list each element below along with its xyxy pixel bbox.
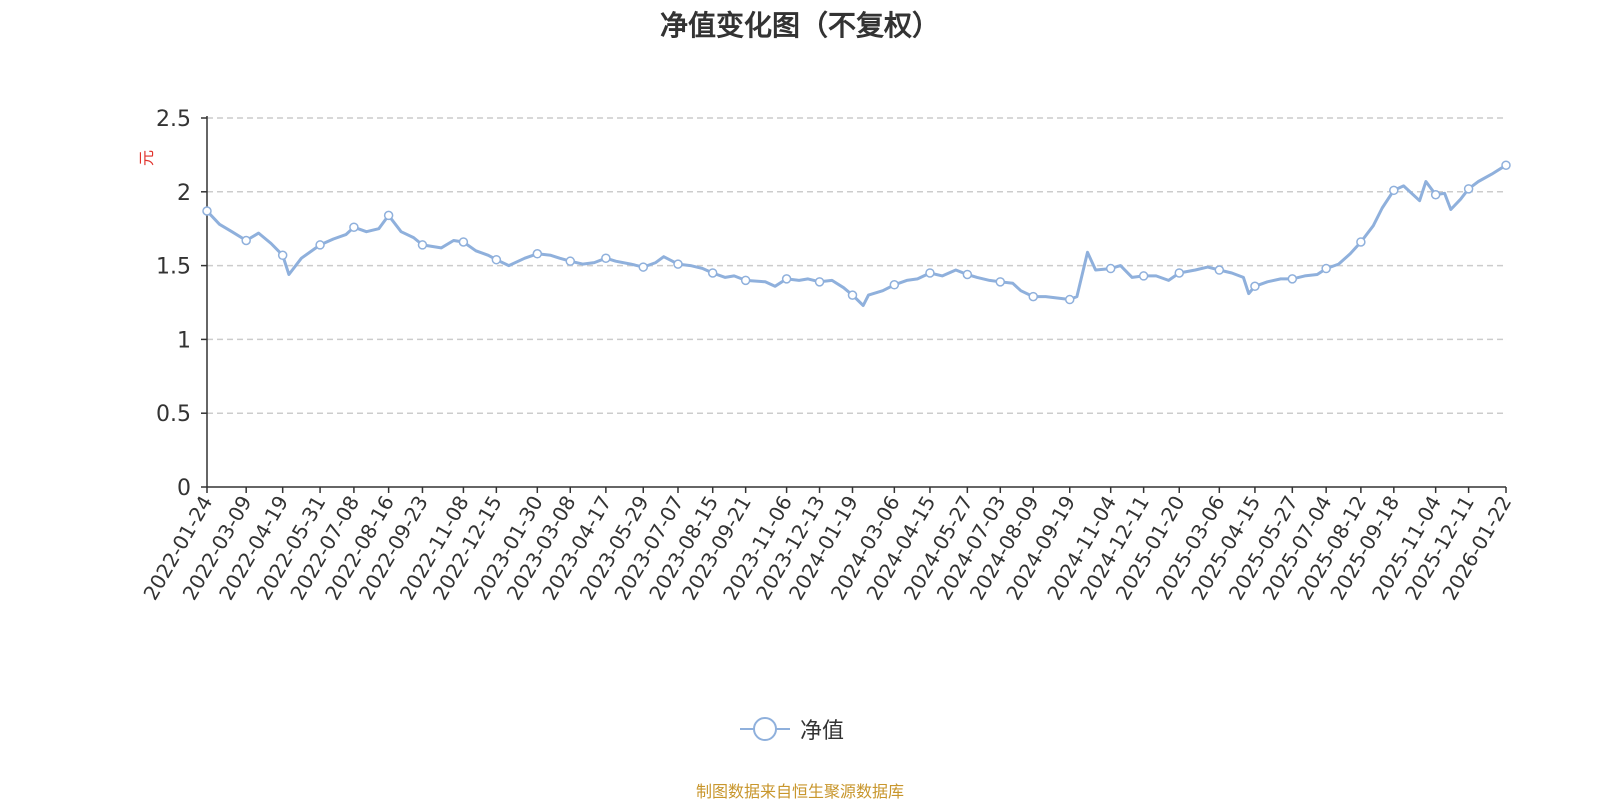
y-tick-label: 1 — [177, 328, 191, 353]
axes: 00.511.522.52022-01-242022-03-092022-04-… — [138, 107, 1516, 604]
data-point — [349, 222, 359, 232]
data-point — [1287, 274, 1298, 284]
y-tick-label: 2.5 — [156, 107, 191, 132]
data-point — [814, 277, 825, 287]
data-point — [1174, 268, 1184, 278]
data-point — [1028, 291, 1038, 302]
legend-label: 净值 — [800, 719, 845, 744]
data-point — [1501, 160, 1511, 170]
data-point — [1250, 281, 1260, 292]
y-tick-label: 0 — [177, 476, 191, 501]
data-point — [1214, 265, 1225, 275]
data-point — [565, 256, 576, 266]
data-point — [847, 290, 858, 300]
data-point — [417, 240, 428, 250]
data-point — [202, 206, 212, 216]
data-point — [1138, 271, 1149, 281]
data-point — [1105, 263, 1116, 274]
data-point — [241, 235, 251, 246]
data-point — [532, 249, 543, 259]
series-layer — [202, 160, 1511, 307]
data-point — [962, 269, 973, 280]
data-point — [1356, 237, 1366, 247]
data-point — [638, 262, 649, 272]
data-point — [491, 254, 502, 265]
data-point — [673, 259, 683, 269]
grid-lines — [207, 117, 1506, 414]
chart-title: 净值变化图（不复权） — [659, 9, 940, 42]
data-point — [383, 210, 394, 221]
data-point — [740, 275, 751, 286]
data-point — [1064, 294, 1075, 305]
data-point — [925, 268, 935, 278]
data-point — [277, 250, 288, 261]
data-point — [601, 253, 611, 263]
data-point — [889, 280, 900, 290]
y-tick-label: 1.5 — [156, 255, 191, 280]
data-point — [1389, 185, 1399, 196]
data-point — [1463, 184, 1474, 194]
y-axis-title: 元 — [137, 150, 156, 166]
data-source-note: 制图数据来自恒生聚源数据库 — [695, 782, 904, 801]
series-line — [205, 163, 1507, 307]
data-point — [458, 237, 469, 247]
legend-line-marker-icon — [740, 717, 790, 741]
y-tick-label: 2 — [177, 181, 191, 206]
data-point — [995, 277, 1006, 287]
y-tick-label: 0.5 — [156, 402, 191, 427]
data-point — [1321, 263, 1331, 274]
data-point — [781, 274, 792, 284]
data-point — [707, 268, 718, 278]
data-point — [1430, 190, 1441, 200]
legend[interactable]: 净值 — [740, 712, 844, 746]
data-point — [315, 240, 325, 250]
